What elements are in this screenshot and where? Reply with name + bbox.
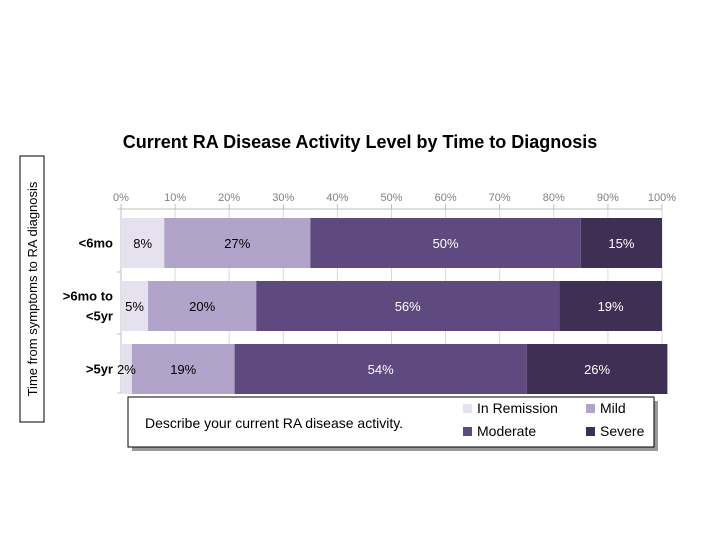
legend-label: Severe (600, 423, 645, 439)
legend-swatch (463, 404, 472, 413)
data-label: 50% (433, 236, 459, 251)
legend-label: Moderate (477, 423, 536, 439)
bar-segment (256, 281, 560, 331)
category-label: <6mo (79, 236, 113, 251)
y-axis-label-box (19, 155, 45, 423)
category-label: >5yr (86, 362, 113, 377)
bar-segment (234, 344, 527, 394)
bar-segment (559, 281, 662, 331)
bar-segment (164, 218, 311, 268)
y-axis-label: Time from symptoms to RA diagnosis (25, 181, 40, 396)
x-axis-ticks: 0% 10% 20% 30% 40% 50% 60% 70% 80% 90% 100% (113, 192, 676, 204)
bar-segment (121, 218, 165, 268)
data-label: 15% (608, 236, 634, 251)
data-label: 54% (368, 362, 394, 377)
data-label: 8% (133, 236, 152, 251)
chart-title: Current RA Disease Activity Level by Tim… (123, 132, 597, 152)
bar-segment (580, 218, 662, 268)
data-label: 27% (224, 236, 250, 251)
x-tick-label: 60% (435, 192, 457, 204)
x-tick-label: 50% (380, 192, 402, 204)
data-label: 26% (584, 362, 610, 377)
legend-box (127, 396, 655, 448)
data-label: 20% (189, 299, 215, 314)
x-tick-label: 40% (326, 192, 348, 204)
bar-segment (526, 344, 668, 394)
bar-segment (310, 218, 581, 268)
x-tick-label: 0% (113, 192, 129, 204)
legend-swatch (463, 427, 472, 436)
data-label: 19% (170, 362, 196, 377)
data-label: 56% (395, 299, 421, 314)
legend-swatch (586, 427, 595, 436)
legend-label: In Remission (477, 400, 558, 416)
x-tick-label: 90% (597, 192, 619, 204)
x-tick-label: 100% (648, 192, 676, 204)
legend: Describe your current RA disease activit… (127, 396, 658, 451)
x-tick-label: 10% (164, 192, 186, 204)
data-label: 2% (117, 362, 136, 377)
bar-segments (121, 218, 668, 394)
category-label: >6mo to <5yr (63, 289, 113, 324)
bar-segment (148, 281, 257, 331)
bar-segment (131, 344, 235, 394)
data-labels: 8% 27% 50% 15% 5% 20% 56% 19% 2% 19% 54% 26% (117, 236, 635, 377)
legend-items: In Remission Mild Moderate Severe (463, 400, 645, 439)
x-tick-label: 80% (543, 192, 565, 204)
legend-caption: Describe your current RA disease activit… (145, 415, 403, 431)
data-label: 19% (598, 299, 624, 314)
data-label: 5% (125, 299, 144, 314)
bar-segment (121, 281, 149, 331)
legend-swatch (586, 404, 595, 413)
legend-label: Mild (600, 400, 626, 416)
x-tick-label: 20% (218, 192, 240, 204)
category-labels: <6mo >6mo to <5yr >5yr (63, 236, 113, 377)
x-tick-label: 70% (489, 192, 511, 204)
bar-segment (121, 344, 132, 394)
x-tick-label: 30% (272, 192, 294, 204)
